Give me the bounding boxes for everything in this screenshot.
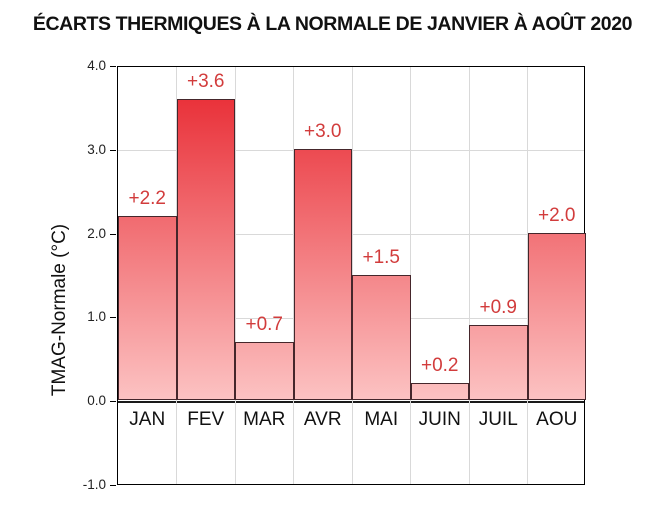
- x-tick-mai: MAI: [364, 409, 399, 431]
- y-tick-mark: [110, 401, 116, 403]
- chart-title: ÉCARTS THERMIQUES À LA NORMALE DE JANVIE…: [32, 13, 633, 35]
- x-tick-jan: JAN: [129, 409, 166, 431]
- y-tick-mark: [110, 233, 116, 235]
- x-tick-juil: JUIL: [478, 409, 518, 431]
- bar-mai: [352, 274, 411, 401]
- vertical-gridline: [234, 67, 236, 484]
- plot-area: +2.2 JAN +3.6 FEV +0.7 MAR +3.0 AVR +1.5 MAI +0.2 J…: [117, 66, 586, 485]
- x-tick-avr: AVR: [303, 409, 342, 431]
- y-tick-label: 2.0: [87, 225, 106, 241]
- y-tick-label: 0.0: [87, 393, 106, 409]
- value-label-mai: +1.5: [362, 246, 400, 268]
- vertical-gridline: [468, 67, 470, 484]
- y-tick-label: 1.0: [87, 309, 106, 325]
- value-label-avr: +3.0: [303, 120, 342, 142]
- y-tick-mark: [110, 149, 116, 151]
- value-label-juin: +0.2: [420, 355, 459, 377]
- y-tick-mark: [110, 485, 116, 486]
- x-tick-mar: MAR: [243, 409, 286, 431]
- value-label-fev: +3.6: [186, 70, 225, 92]
- bar-mar: [235, 341, 294, 401]
- vertical-gridline: [410, 67, 411, 484]
- y-tick-mark: [110, 317, 116, 319]
- bar-avr: [293, 148, 352, 401]
- bar-fev: [176, 98, 235, 401]
- bar-jan: [118, 215, 177, 401]
- value-label-mar: +0.7: [245, 313, 283, 335]
- y-tick-label: 4.0: [87, 58, 106, 73]
- value-label-juil: +0.9: [479, 296, 517, 318]
- y-tick-mark: [110, 66, 116, 67]
- y-tick-label: -1.0: [82, 477, 106, 492]
- x-tick-fev: FEV: [187, 409, 225, 431]
- bar-juin: [410, 383, 469, 401]
- x-tick-juin: JUIN: [418, 409, 461, 431]
- zero-axis-line: [118, 401, 584, 403]
- bar-aou: [527, 232, 586, 401]
- value-label-jan: +2.2: [128, 187, 166, 209]
- bar-juil: [469, 324, 528, 401]
- x-tick-aou: AOU: [536, 409, 578, 431]
- y-tick-label: 3.0: [87, 141, 106, 157]
- value-label-aou: +2.0: [537, 204, 576, 226]
